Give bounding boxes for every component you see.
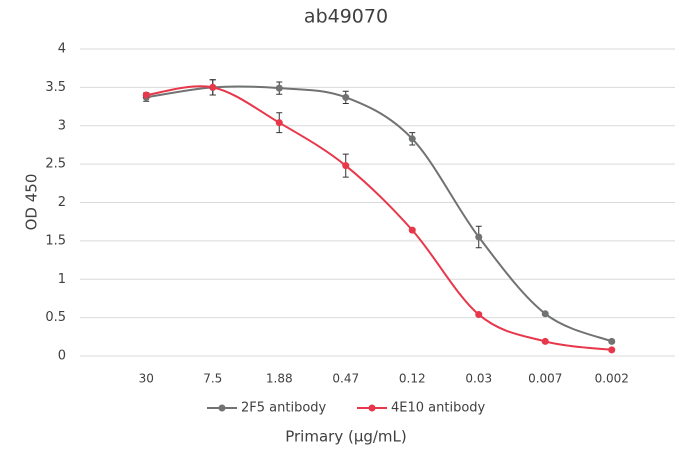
x-tick-label: 0.12 [399,372,426,386]
y-tick-label: 0 [58,349,66,364]
y-axis-label: OD 450 [23,174,41,231]
series-line [146,85,613,343]
point [342,162,350,170]
x-tick-label: 0.03 [465,372,492,386]
legend-marker [368,404,376,412]
point [608,346,616,354]
legend-marker [218,404,226,412]
y-tick-label: 4 [58,42,66,57]
y-tick-label: 2 [58,195,66,210]
point [541,337,549,345]
y-tick-label: 1 [58,272,66,287]
legend-label: 4E10 antibody [391,401,486,416]
x-tick-label: 0.002 [595,372,629,386]
point [142,91,150,99]
series-line [146,85,612,351]
x-tick-label: 1.88 [266,372,293,386]
point [408,226,416,234]
y-tick-label: 3.5 [45,80,66,95]
y-tick-label: 1.5 [45,233,66,248]
point [475,233,483,241]
x-tick-label: 0.007 [528,372,562,386]
point [342,93,350,101]
x-axis-label: Primary (µg/mL) [285,428,407,446]
point [541,310,549,318]
x-tick-label: 0.47 [332,372,359,386]
y-tick-label: 2.5 [45,157,66,172]
x-tick-label: 30 [139,372,154,386]
legend-label: 2F5 antibody [241,401,327,416]
point [275,119,283,127]
point [275,84,283,92]
point [608,337,616,345]
chart-title: ab49070 [304,6,388,28]
x-tick-label: 7.5 [203,372,222,386]
y-tick-label: 0.5 [45,310,66,325]
point [209,83,217,91]
point [475,311,483,319]
point [408,135,416,143]
y-tick-label: 3 [58,118,66,133]
